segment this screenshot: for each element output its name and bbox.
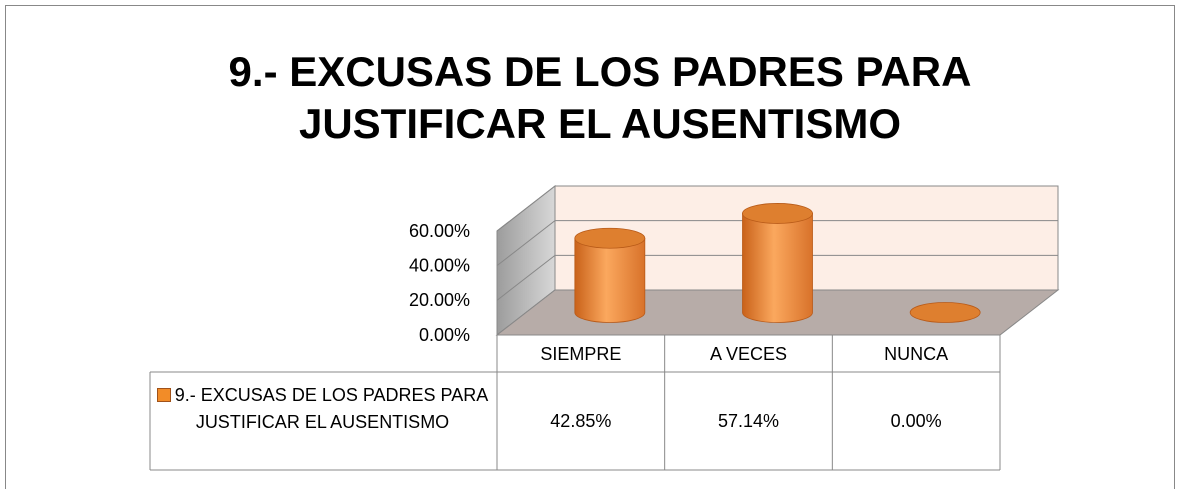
bar-body xyxy=(742,213,813,323)
bar-body xyxy=(574,237,646,323)
data-label: 42.85% xyxy=(550,411,612,431)
legend-entry: 9.- EXCUSAS DE LOS PADRES PARA JUSTIFICA… xyxy=(150,382,495,436)
bar-top xyxy=(574,227,646,249)
y-tick-label: 0.00% xyxy=(419,325,470,345)
data-label: 0.00% xyxy=(890,411,942,431)
grid-line xyxy=(496,254,1058,301)
y-tick-label: 40.00% xyxy=(409,255,470,275)
legend-label: 9.- EXCUSAS DE LOS PADRES PARA JUSTIFICA… xyxy=(174,385,489,432)
x-tick-label: A VECES xyxy=(709,343,787,364)
y-tick-label: 60.00% xyxy=(409,221,470,241)
bar-top xyxy=(742,203,813,224)
bar xyxy=(574,227,646,323)
grid-line xyxy=(496,220,1058,267)
data-label: 57.14% xyxy=(717,411,780,431)
x-tick-label: NUNCA xyxy=(884,343,949,364)
legend-swatch xyxy=(156,388,171,402)
bar xyxy=(909,302,981,323)
y-tick-label: 20.00% xyxy=(409,290,470,310)
chart-frame xyxy=(5,5,1175,489)
grid-line xyxy=(496,185,1058,232)
x-tick-label: SIEMPRE xyxy=(540,343,622,364)
bar-top xyxy=(909,302,981,323)
bar xyxy=(742,203,813,323)
chart-title: 9.- EXCUSAS DE LOS PADRES PARA JUSTIFICA… xyxy=(228,48,972,147)
